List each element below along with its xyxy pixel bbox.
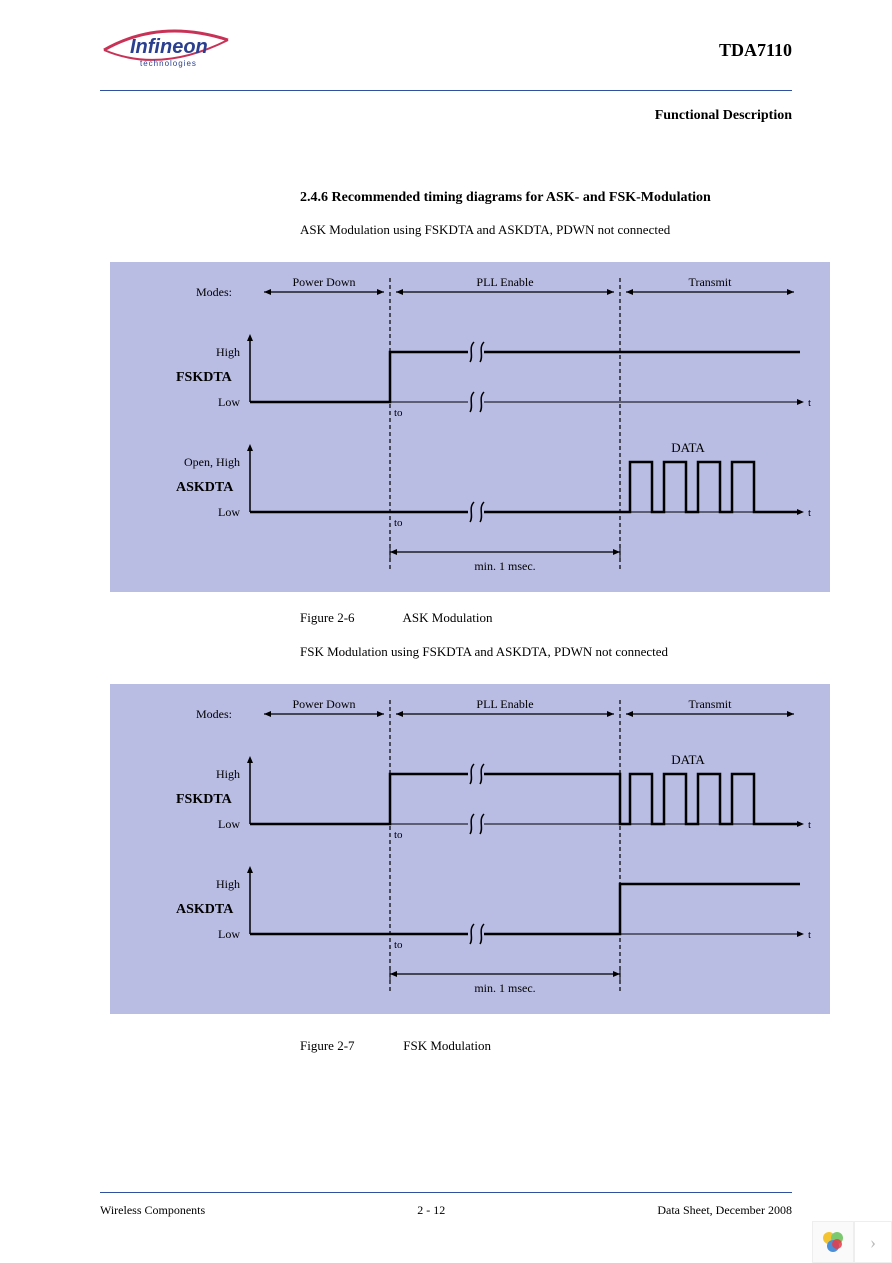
svg-text:to: to — [394, 939, 403, 951]
figure-1-title: ASK Modulation — [403, 610, 493, 625]
svg-text:Modes:: Modes: — [196, 285, 232, 299]
svg-text:min. 1 msec.: min. 1 msec. — [474, 559, 535, 573]
svg-text:High: High — [216, 877, 240, 891]
svg-text:t: t — [808, 397, 811, 409]
svg-text:FSKDTA: FSKDTA — [176, 370, 233, 385]
svg-text:ASKDTA: ASKDTA — [176, 480, 234, 495]
svg-text:PLL Enable: PLL Enable — [476, 697, 533, 711]
figure-2-title: FSK Modulation — [403, 1038, 491, 1053]
svg-text:to: to — [394, 517, 403, 529]
svg-text:ASKDTA: ASKDTA — [176, 902, 234, 917]
logo-text: Infineon — [130, 36, 208, 58]
figure-1-num: Figure 2-6 — [300, 610, 400, 626]
intro-text-1: ASK Modulation using FSKDTA and ASKDTA, … — [300, 222, 832, 238]
header-rule — [100, 90, 792, 91]
svg-text:t: t — [808, 507, 811, 519]
svg-text:Open, High: Open, High — [184, 455, 240, 469]
svg-text:DATA: DATA — [671, 752, 705, 767]
svg-text:t: t — [808, 819, 811, 831]
footer-right: Data Sheet, December 2008 — [657, 1203, 792, 1218]
header: Infineon technologies TDA7110 — [100, 20, 792, 80]
content: 2.4.6 Recommended timing diagrams for AS… — [100, 190, 832, 1054]
svg-text:Low: Low — [218, 817, 240, 831]
figure-1-caption: Figure 2-6 ASK Modulation — [300, 610, 832, 626]
footer-center: 2 - 12 — [417, 1203, 445, 1218]
svg-text:min. 1 msec.: min. 1 msec. — [474, 981, 535, 995]
infineon-logo: Infineon technologies — [100, 26, 240, 85]
figure-2-num: Figure 2-7 — [300, 1038, 400, 1054]
thumb-bar: › — [812, 1221, 892, 1263]
logo-tagline: technologies — [140, 59, 197, 68]
svg-text:Low: Low — [218, 927, 240, 941]
flower-icon[interactable] — [812, 1221, 854, 1263]
svg-text:FSKDTA: FSKDTA — [176, 792, 233, 807]
chevron-right-icon: › — [870, 1232, 876, 1253]
next-button[interactable]: › — [854, 1221, 892, 1263]
svg-text:High: High — [216, 767, 240, 781]
svg-text:to: to — [394, 407, 403, 419]
svg-text:to: to — [394, 829, 403, 841]
svg-text:PLL Enable: PLL Enable — [476, 275, 533, 289]
footer-rule — [100, 1192, 792, 1193]
svg-text:Transmit: Transmit — [689, 697, 733, 711]
intro-text-2: FSK Modulation using FSKDTA and ASKDTA, … — [300, 644, 832, 660]
svg-text:High: High — [216, 345, 240, 359]
svg-text:Low: Low — [218, 505, 240, 519]
svg-text:Low: Low — [218, 395, 240, 409]
section-heading: 2.4.6 Recommended timing diagrams for AS… — [300, 190, 832, 206]
product-code: TDA7110 — [719, 40, 792, 61]
svg-text:t: t — [808, 929, 811, 941]
svg-text:DATA: DATA — [671, 440, 705, 455]
page: Infineon technologies TDA7110 Functional… — [0, 0, 892, 1263]
footer-left: Wireless Components — [100, 1203, 205, 1218]
svg-text:Transmit: Transmit — [689, 275, 733, 289]
footer: Wireless Components 2 - 12 Data Sheet, D… — [100, 1203, 792, 1218]
section-label: Functional Description — [655, 108, 792, 124]
figure-2-caption: Figure 2-7 FSK Modulation — [300, 1038, 832, 1054]
fsk-timing-diagram: Modes: Power Down PLL Enable Transmit t High L… — [110, 684, 830, 1014]
svg-text:Power Down: Power Down — [293, 275, 356, 289]
svg-text:Modes:: Modes: — [196, 707, 232, 721]
svg-text:Power Down: Power Down — [293, 697, 356, 711]
ask-timing-diagram: Modes: Power Down PLL Enable Transmit t High L… — [110, 262, 830, 592]
